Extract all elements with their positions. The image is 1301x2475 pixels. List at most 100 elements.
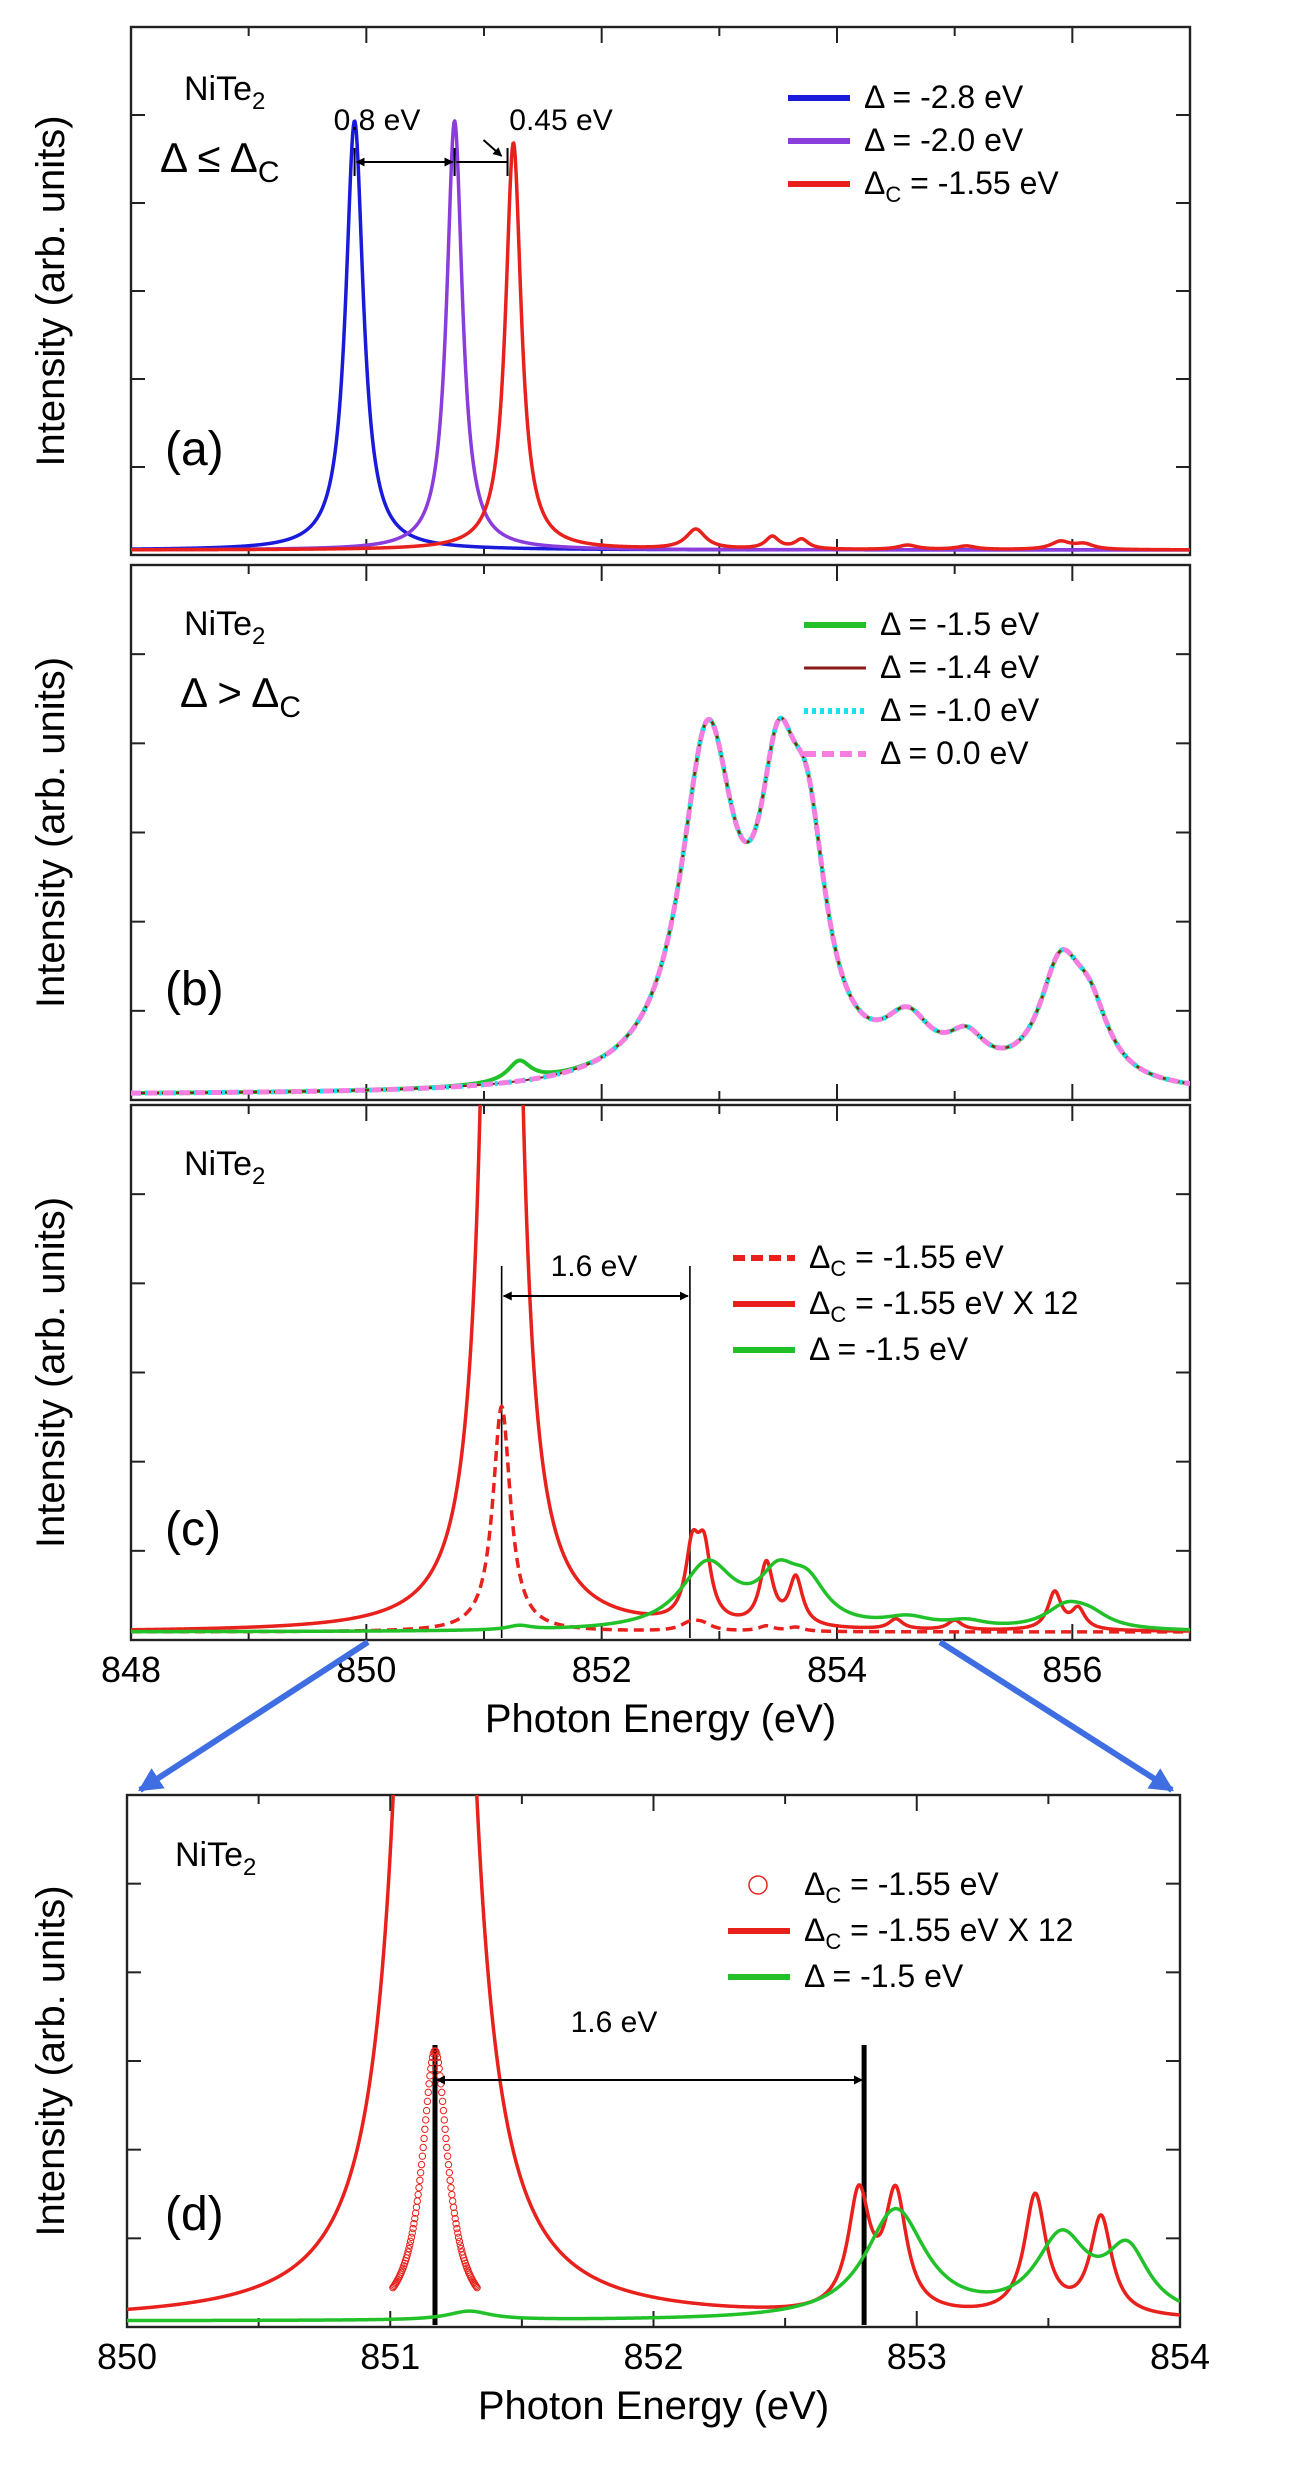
condition-label: Δ ≤ ΔC <box>160 134 280 189</box>
series-c-0 <box>131 1404 1190 1634</box>
series-b-1 <box>131 717 1190 1095</box>
data-marker <box>444 2160 453 2169</box>
data-marker <box>413 2197 422 2205</box>
series-line <box>127 2206 1180 2323</box>
data-marker <box>456 2241 464 2249</box>
legend-label: ΔC = -1.55 eV <box>809 1239 1004 1281</box>
data-marker <box>454 2229 462 2237</box>
panel-title: NiTe2 <box>184 70 265 115</box>
data-marker <box>441 2125 449 2133</box>
data-marker <box>433 2053 442 2062</box>
data-marker <box>448 2197 457 2205</box>
legend-label: ΔC = -1.55 eV <box>804 1866 999 1908</box>
series-b-0 <box>131 716 1190 1096</box>
series-line <box>131 1558 1190 1634</box>
panel-label: (b) <box>165 963 224 1016</box>
series-a-2 <box>131 141 1190 552</box>
data-marker <box>447 2183 455 2192</box>
series-d-2 <box>127 2206 1180 2323</box>
data-marker <box>411 2209 420 2217</box>
series-line <box>131 715 1190 1096</box>
data-marker <box>406 2241 414 2249</box>
panel-title: NiTe2 <box>184 1145 265 1190</box>
data-marker <box>425 2080 433 2088</box>
data-marker <box>405 2244 413 2253</box>
data-marker <box>455 2237 464 2246</box>
zoom-arrow-left <box>137 1639 370 1793</box>
series-line <box>131 717 1190 1095</box>
legend-label: Δ = -2.8 eV <box>864 79 1024 115</box>
data-marker <box>436 2072 444 2080</box>
data-marker <box>415 2183 423 2192</box>
panel-label: (d) <box>165 2188 224 2241</box>
data-marker <box>472 2282 480 2291</box>
data-marker <box>443 2143 451 2152</box>
data-marker <box>416 2176 424 2185</box>
series-line <box>131 716 1190 1096</box>
data-marker <box>435 2064 443 2073</box>
panel-label: (c) <box>165 1503 221 1556</box>
zoom-arrow-right <box>938 1639 1175 1793</box>
data-marker <box>438 2088 446 2097</box>
legend-label: Δ = -1.5 eV <box>880 606 1040 642</box>
legend-label: Δ = -1.5 eV <box>809 1331 969 1367</box>
data-marker <box>432 2050 441 2058</box>
x-tick-label: 856 <box>1042 1649 1102 1690</box>
y-axis-label: Intensity (arb. units) <box>29 1885 73 2236</box>
y-axis-label: Intensity (arb. units) <box>29 1197 73 1548</box>
legend-swatch <box>748 1875 768 1895</box>
y-axis-label: Intensity (arb. units) <box>29 115 73 466</box>
annotation-arrow <box>482 139 503 157</box>
x-tick-label: 851 <box>360 2336 420 2377</box>
data-marker <box>445 2168 454 2177</box>
data-marker <box>414 2190 422 2199</box>
series-d-1 <box>127 1795 1180 2317</box>
panel-b: Intensity (arb. units) (b) NiTe2 Δ > ΔC Δ = … <box>29 563 1192 1102</box>
data-marker <box>438 2097 447 2106</box>
zoom-connectors <box>137 1639 1175 1793</box>
x-tick-label: 852 <box>572 1649 632 1690</box>
series-c-2 <box>131 1558 1190 1634</box>
legend: Δ = -2.8 eV Δ = -2.0 eV ΔC = -1.55 eV <box>788 79 1059 207</box>
data-marker <box>426 2072 434 2080</box>
x-axis-label: Photon Energy (eV) <box>485 1697 836 1741</box>
data-marker <box>410 2220 418 2228</box>
legend-label: Δ = -1.4 eV <box>880 649 1040 685</box>
x-tick-label: 850 <box>97 2336 157 2377</box>
annotation-label: 0.8 eV <box>334 104 421 137</box>
data-marker <box>418 2152 427 2160</box>
data-marker <box>450 2209 459 2217</box>
data-marker <box>419 2143 427 2152</box>
x-tick-label: 852 <box>623 2336 683 2377</box>
legend-label: Δ = -2.0 eV <box>864 122 1024 158</box>
panels: Intensity (arb. units) (a) NiTe2 Δ ≤ ΔC 0.8 … <box>29 25 1210 2428</box>
series-line <box>131 1404 1190 1634</box>
data-marker <box>406 2237 415 2246</box>
series-b-3 <box>131 715 1190 1096</box>
x-tick-label: 848 <box>101 1649 161 1690</box>
plot-frame <box>129 25 1192 557</box>
legend-label: Δ = -1.5 eV <box>804 1958 964 1994</box>
data-marker <box>446 2176 454 2185</box>
panel-label: (a) <box>165 423 224 476</box>
data-marker <box>451 2214 459 2223</box>
condition-label: Δ > ΔC <box>180 669 301 724</box>
data-marker <box>442 2134 450 2143</box>
data-marker <box>407 2233 416 2242</box>
annotation-label: 1.6 eV <box>571 2006 658 2039</box>
data-marker <box>473 2283 481 2292</box>
data-marker <box>404 2248 412 2256</box>
series-line <box>131 1105 1190 1633</box>
data-marker <box>424 2088 432 2097</box>
annotation-label: 0.45 eV <box>509 104 612 137</box>
series-line <box>127 1795 1180 2317</box>
data-marker <box>411 2214 419 2223</box>
data-marker <box>409 2224 417 2233</box>
legend-label: ΔC = -1.55 eV X 12 <box>809 1285 1078 1327</box>
data-marker <box>448 2190 456 2199</box>
legend-label: ΔC = -1.55 eV <box>864 165 1059 207</box>
series-line <box>131 715 1190 1096</box>
